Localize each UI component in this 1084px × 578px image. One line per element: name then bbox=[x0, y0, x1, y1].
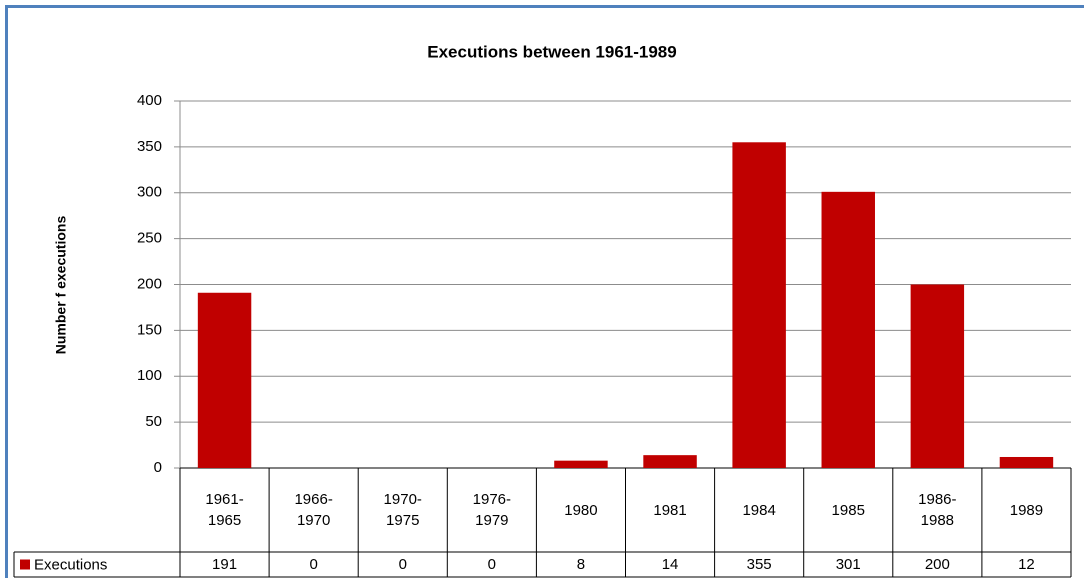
legend-label: Executions bbox=[34, 556, 107, 573]
table-value-text: 14 bbox=[661, 556, 679, 573]
table-value-text: 8 bbox=[576, 556, 586, 573]
table-value: 0 bbox=[447, 552, 536, 577]
bar bbox=[197, 292, 252, 468]
table-value-text: 191 bbox=[212, 556, 238, 573]
x-tick-label-text: 1970-1975 bbox=[383, 491, 422, 529]
x-tick-label: 1980 bbox=[536, 468, 625, 552]
y-tick-label: 50 bbox=[145, 413, 162, 430]
table-value-text: 355 bbox=[746, 556, 772, 573]
x-tick-label: 1984 bbox=[715, 468, 804, 552]
x-tick-label-text: 1976-1979 bbox=[472, 491, 512, 529]
table-value-text: 0 bbox=[398, 556, 407, 573]
x-tick-label-text: 1985 bbox=[831, 501, 865, 519]
bar bbox=[999, 456, 1054, 468]
x-tick-label: 1989 bbox=[982, 468, 1071, 552]
y-tick-label: 350 bbox=[137, 138, 162, 155]
table-value: 200 bbox=[893, 552, 982, 577]
bar bbox=[643, 455, 697, 468]
table-value: 0 bbox=[269, 552, 358, 577]
x-tick-label: 1981 bbox=[626, 468, 715, 552]
x-tick-label: 1986-1988 bbox=[893, 468, 982, 552]
chart-border bbox=[5, 5, 1084, 578]
table-value: 8 bbox=[536, 552, 625, 577]
table-value: 191 bbox=[180, 552, 269, 577]
x-tick-label: 1961-1965 bbox=[180, 468, 269, 552]
x-tick-label: 1976-1979 bbox=[447, 468, 536, 552]
x-tick-label: 1985 bbox=[804, 468, 893, 552]
x-tick-label-text: 1966-1970 bbox=[294, 491, 333, 529]
y-tick-label: 200 bbox=[137, 275, 162, 292]
x-tick-label-text: 1961-1965 bbox=[205, 491, 244, 529]
table-value: 14 bbox=[626, 552, 715, 577]
x-tick-label-text: 1989 bbox=[1009, 501, 1044, 519]
x-tick-label-text: 1986-1988 bbox=[918, 491, 957, 529]
y-tick-label: 100 bbox=[137, 367, 162, 384]
table-value-text: 301 bbox=[835, 556, 861, 573]
x-tick-label: 1970-1975 bbox=[358, 468, 447, 552]
y-tick-label: 250 bbox=[137, 230, 162, 247]
bar bbox=[732, 142, 786, 468]
y-tick-label: 300 bbox=[137, 184, 162, 201]
x-tick-label-text: 1980 bbox=[564, 501, 598, 519]
x-tick-label: 1966-1970 bbox=[269, 468, 358, 552]
bar bbox=[554, 460, 608, 468]
chart-title: Executions between 1961-1989 bbox=[427, 42, 676, 61]
table-value-text: 0 bbox=[309, 556, 318, 573]
table-value-text: 0 bbox=[487, 556, 497, 573]
x-tick-label-text: 1981 bbox=[653, 501, 687, 519]
bar bbox=[910, 284, 965, 468]
y-axis-label: Number f executions bbox=[53, 216, 69, 355]
table-value: 355 bbox=[715, 552, 804, 577]
y-tick-label: 0 bbox=[154, 459, 162, 476]
table-value: 301 bbox=[804, 552, 893, 577]
y-tick-label: 150 bbox=[137, 321, 162, 338]
table-value-text: 200 bbox=[924, 556, 950, 573]
table-value: 0 bbox=[358, 552, 447, 577]
bar bbox=[821, 191, 875, 468]
y-tick-label: 400 bbox=[137, 92, 162, 109]
table-value-text: 12 bbox=[1018, 556, 1035, 573]
x-tick-label-text: 1984 bbox=[742, 501, 776, 519]
table-value: 12 bbox=[982, 552, 1071, 577]
legend-swatch bbox=[20, 559, 30, 570]
